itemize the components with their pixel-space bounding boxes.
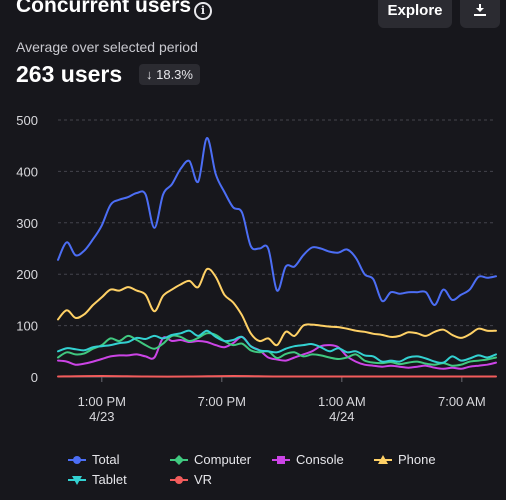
legend-marker-icon xyxy=(68,455,86,464)
chart-legend: Total Computer Console Phone Tablet VR xyxy=(0,446,506,496)
legend-marker-icon xyxy=(68,475,86,485)
x-tick-label-date: 4/24 xyxy=(329,409,354,424)
series-line-total[interactable] xyxy=(57,136,497,306)
legend-label: Computer xyxy=(194,452,252,467)
delta-badge: ↓ 18.3% xyxy=(139,64,200,85)
y-tick-label: 300 xyxy=(16,216,38,231)
legend-label: Tablet xyxy=(92,472,127,487)
legend-item-total[interactable]: Total xyxy=(68,452,119,467)
summary-subtitle: Average over selected period xyxy=(16,39,198,55)
legend-item-tablet[interactable]: Tablet xyxy=(68,472,127,487)
download-button[interactable] xyxy=(460,0,500,28)
legend-item-computer[interactable]: Computer xyxy=(170,452,251,467)
x-tick-label-date: 4/23 xyxy=(89,409,114,424)
series-line-phone[interactable] xyxy=(57,267,497,347)
legend-marker-icon xyxy=(272,455,290,464)
series-line-console[interactable] xyxy=(57,335,497,370)
y-tick-label: 0 xyxy=(31,370,38,385)
x-tick-label: 7:00 PM xyxy=(198,394,246,409)
legend-marker-icon xyxy=(170,454,188,465)
x-tick-label: 1:00 PM xyxy=(78,394,126,409)
legend-item-phone[interactable]: Phone xyxy=(374,452,436,467)
y-tick-label: 500 xyxy=(16,113,38,128)
legend-label: Phone xyxy=(398,452,436,467)
info-icon[interactable]: i xyxy=(194,2,212,20)
x-tick-label: 7:00 AM xyxy=(438,394,486,409)
x-tick-label: 1:00 AM xyxy=(318,394,366,409)
legend-item-console[interactable]: Console xyxy=(272,452,344,467)
y-tick-label: 100 xyxy=(16,319,38,334)
series-line-tablet[interactable] xyxy=(57,329,497,364)
legend-label: Total xyxy=(92,452,120,467)
legend-item-vr[interactable]: VR xyxy=(170,472,212,487)
legend-marker-icon xyxy=(374,454,392,464)
series-line-vr[interactable] xyxy=(57,375,497,378)
legend-label: VR xyxy=(194,472,213,487)
y-tick-label: 400 xyxy=(16,164,38,179)
explore-button[interactable]: Explore xyxy=(378,0,452,28)
summary-value: 263 users xyxy=(16,61,123,87)
legend-marker-icon xyxy=(170,475,188,484)
download-icon xyxy=(474,4,486,16)
page-title: Concurrent users xyxy=(16,0,192,17)
line-chart[interactable]: 0 100 200 300 400 500 1:00 PM4/23 7:00 PM 1:00 A… xyxy=(0,100,506,446)
y-tick-label: 200 xyxy=(16,267,38,282)
series-line-computer[interactable] xyxy=(57,332,497,367)
legend-label: Console xyxy=(296,452,344,467)
